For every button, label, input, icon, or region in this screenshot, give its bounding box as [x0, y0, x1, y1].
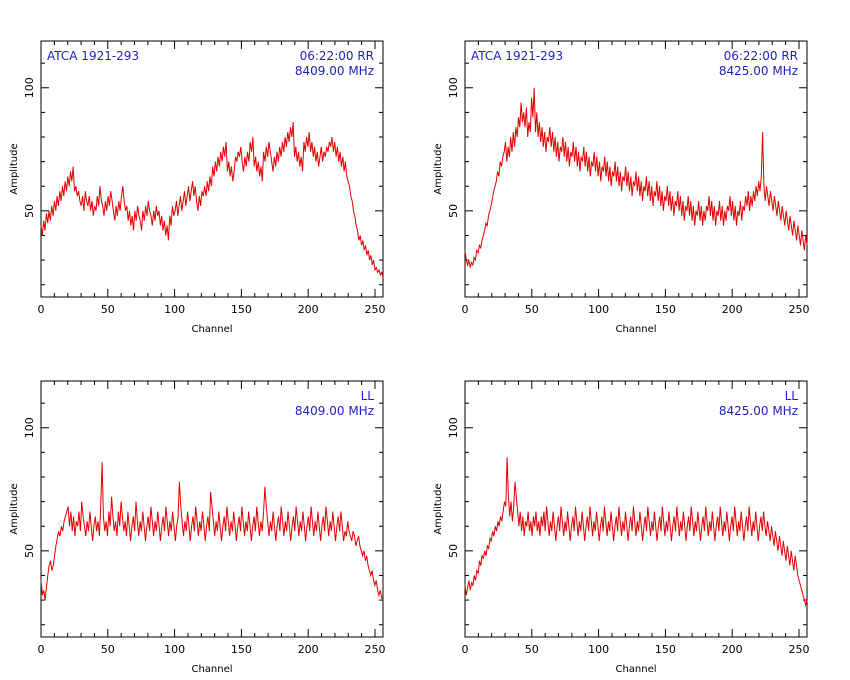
amplitude-trace	[40, 462, 384, 601]
y-tick-label: 50	[23, 544, 36, 558]
plot-frame	[40, 380, 384, 638]
time-pol-label: 06:22:00 RR	[300, 49, 374, 63]
x-tick-label: 250	[364, 643, 385, 656]
amplitude-trace	[464, 457, 808, 607]
plot-frame	[40, 40, 384, 298]
x-axis-label: Channel	[191, 664, 232, 675]
x-tick-label: 0	[38, 643, 45, 656]
amplitude-trace	[40, 122, 384, 278]
y-tick-label: 100	[447, 417, 460, 438]
x-tick-label: 0	[462, 303, 469, 316]
x-tick-label: 0	[38, 303, 45, 316]
chart-panel: 0 50 100 150 200 250 50 100 Channel Amplitude LL84…	[433, 380, 809, 675]
x-tick-label: 100	[164, 643, 185, 656]
source-label: ATCA 1921-293	[471, 49, 563, 63]
x-tick-label: 50	[525, 643, 539, 656]
chart-panel: 0 50 100 150 200 250 50 100 Channel Amplitude LL84…	[9, 380, 385, 675]
x-tick-label: 200	[722, 643, 743, 656]
x-tick-label: 150	[231, 643, 252, 656]
x-axis-label: Channel	[615, 324, 656, 335]
x-tick-label: 200	[298, 643, 319, 656]
x-tick-label: 200	[298, 303, 319, 316]
x-tick-label: 150	[231, 303, 252, 316]
time-pol-label: 06:22:00 RR	[724, 49, 798, 63]
x-axis-label: Channel	[191, 324, 232, 335]
plot-frame	[464, 380, 808, 638]
x-tick-label: 250	[788, 643, 809, 656]
chart-panel: 0 50 100 150 200 250 50 100 Channel Amplitude ATCA…	[9, 40, 385, 335]
x-tick-label: 100	[164, 303, 185, 316]
source-label: ATCA 1921-293	[47, 49, 139, 63]
x-axis-label: Channel	[615, 664, 656, 675]
y-tick-label: 50	[447, 204, 460, 218]
x-tick-label: 100	[588, 643, 609, 656]
y-tick-label: 50	[447, 544, 460, 558]
y-tick-label: 100	[23, 77, 36, 98]
frequency-label: 8409.00 MHz	[295, 404, 374, 418]
x-tick-label: 150	[655, 643, 676, 656]
time-pol-label: LL	[361, 389, 375, 403]
y-axis-label: Amplitude	[9, 483, 20, 534]
y-tick-label: 100	[447, 77, 460, 98]
plot-frame	[464, 40, 808, 298]
chart-panel: 0 50 100 150 200 250 50 100 Channel Amplitude ATCA…	[433, 40, 809, 335]
x-tick-label: 200	[722, 303, 743, 316]
x-tick-label: 100	[588, 303, 609, 316]
y-axis-label: Amplitude	[433, 143, 444, 194]
y-tick-label: 50	[23, 204, 36, 218]
x-tick-label: 250	[788, 303, 809, 316]
x-tick-label: 50	[525, 303, 539, 316]
y-axis-label: Amplitude	[433, 483, 444, 534]
frequency-label: 8425.00 MHz	[719, 64, 798, 78]
frequency-label: 8425.00 MHz	[719, 404, 798, 418]
x-tick-label: 150	[655, 303, 676, 316]
frequency-label: 8409.00 MHz	[295, 64, 374, 78]
y-tick-label: 100	[23, 417, 36, 438]
time-pol-label: LL	[785, 389, 799, 403]
amplitude-trace	[464, 87, 808, 268]
x-tick-label: 50	[101, 643, 115, 656]
x-tick-label: 250	[364, 303, 385, 316]
y-axis-label: Amplitude	[9, 143, 20, 194]
x-tick-label: 0	[462, 643, 469, 656]
x-tick-label: 50	[101, 303, 115, 316]
